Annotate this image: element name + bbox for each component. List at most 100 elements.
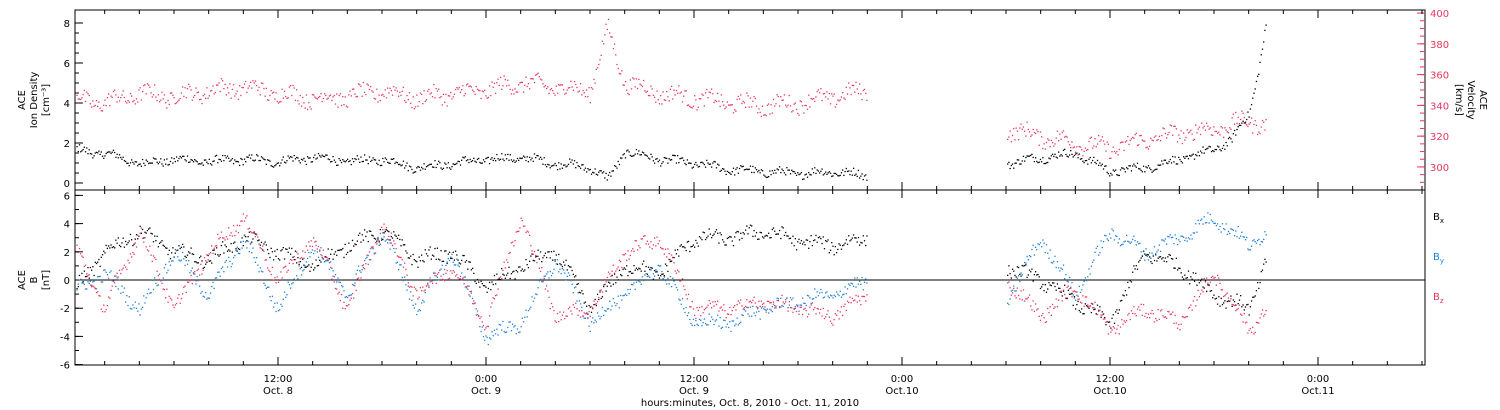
field-by-point: [558, 271, 560, 273]
velocity-point: [374, 98, 377, 100]
density-point: [1067, 156, 1070, 158]
field-bx-point: [98, 258, 100, 261]
field-by-point: [718, 325, 720, 327]
field-bx-point: [566, 269, 568, 271]
field-by-point: [231, 263, 234, 265]
field-by-point: [157, 284, 160, 286]
density-point: [88, 149, 90, 151]
field-by-point: [385, 239, 388, 241]
velocity-point: [1033, 131, 1036, 134]
field-bz-point: [282, 267, 284, 269]
field-ytick-label: -2: [60, 304, 70, 315]
field-by-point: [803, 302, 805, 304]
field-bz-point: [738, 302, 741, 304]
field-by-point: [189, 271, 191, 274]
field-bz-point: [459, 278, 462, 280]
velocity-point: [389, 87, 391, 89]
field-bx-point: [778, 229, 781, 232]
field-bx-point: [1078, 309, 1080, 312]
field-by-point: [1150, 257, 1152, 259]
field-bx-point: [1250, 300, 1253, 302]
field-bx-point: [609, 282, 611, 284]
field-bx-point: [741, 237, 743, 240]
density-point: [1225, 141, 1227, 144]
field-bz-point: [1144, 315, 1146, 318]
velocity-point: [771, 112, 773, 114]
velocity-point: [601, 40, 604, 42]
velocity-point: [556, 92, 559, 94]
velocity-points: [76, 18, 1267, 160]
density-point: [81, 150, 83, 152]
field-bz-point: [600, 289, 602, 291]
velocity-point: [624, 80, 627, 83]
field-by-point: [95, 288, 98, 290]
density-point: [644, 154, 646, 156]
velocity-point: [1178, 134, 1180, 136]
velocity-point: [1202, 127, 1204, 129]
density-point: [133, 163, 135, 165]
velocity-point: [450, 91, 452, 94]
velocity-point: [1185, 136, 1187, 139]
field-bz-point: [1111, 329, 1113, 331]
velocity-point: [1232, 113, 1235, 115]
field-bx-point: [660, 275, 662, 277]
field-bz-point: [857, 295, 860, 297]
field-bz-point: [222, 237, 224, 239]
field-by-point: [785, 299, 787, 301]
field-by-point: [86, 288, 88, 290]
field-by-point: [1117, 242, 1119, 244]
field-bz-point: [249, 231, 252, 233]
density-point: [588, 169, 590, 171]
velocity-point: [541, 79, 543, 81]
field-bx-point: [611, 274, 613, 277]
density-point: [242, 164, 244, 166]
field-bx-point: [103, 250, 105, 252]
density-point: [1151, 171, 1153, 173]
field-by-point: [1156, 251, 1158, 253]
field-by-point: [1226, 233, 1228, 235]
field-by-point: [271, 295, 274, 297]
velocity-point: [276, 100, 278, 103]
density-point: [1242, 120, 1244, 122]
density-point: [1213, 150, 1215, 153]
density-point: [465, 160, 468, 162]
density-point: [1059, 155, 1061, 157]
field-bx-point: [81, 272, 83, 275]
density-point: [1182, 156, 1185, 158]
field-by-point: [727, 326, 730, 329]
field-by-point: [285, 296, 287, 298]
field-bx-point: [586, 305, 588, 307]
field-by-point: [781, 304, 783, 307]
density-point: [258, 159, 260, 162]
velocity-point: [1213, 126, 1215, 128]
velocity-point: [586, 89, 588, 91]
density-point: [612, 170, 615, 172]
density-point: [1218, 146, 1220, 148]
density-point: [359, 161, 361, 163]
density-point: [777, 169, 780, 171]
density-point: [852, 167, 855, 169]
velocity-point: [1163, 128, 1165, 130]
density-point: [1216, 145, 1219, 147]
field-bx-point: [1176, 269, 1179, 271]
field-by-point: [550, 274, 553, 277]
field-bx-point: [1087, 306, 1089, 308]
field-by-point: [687, 312, 690, 314]
velocity-point: [865, 92, 867, 95]
field-bz-point: [769, 302, 771, 304]
velocity-point: [835, 103, 838, 106]
field-bz-point: [388, 235, 390, 238]
field-bz-point: [115, 275, 117, 277]
velocity-point: [384, 89, 386, 91]
field-bz-point: [1230, 298, 1232, 300]
field-bz-point: [1048, 312, 1050, 314]
field-bx-point: [114, 247, 116, 249]
field-bz-point: [1068, 287, 1071, 290]
field-bz-point: [683, 285, 685, 287]
field-bx-point: [229, 250, 231, 252]
field-by-point: [691, 324, 693, 326]
density-point: [1017, 159, 1020, 161]
field-bx-point: [382, 238, 384, 241]
velocity-point: [1121, 141, 1123, 143]
field-ytick-label: -4: [60, 332, 70, 343]
